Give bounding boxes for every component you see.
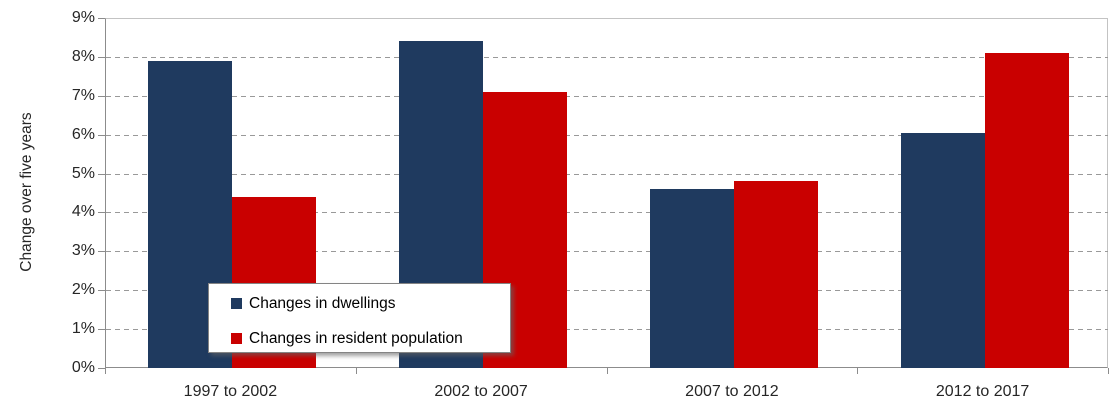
legend-swatch-icon — [231, 298, 242, 309]
plot-area — [105, 18, 1108, 368]
bar-changes-in-dwellings-3 — [900, 132, 985, 368]
y-tick-label: 5% — [71, 164, 95, 182]
y-tick-mark — [98, 212, 105, 214]
y-tick-label: 0% — [71, 359, 95, 376]
legend-label: Changes in resident population — [249, 330, 463, 347]
gridline-8pct — [106, 56, 1108, 58]
y-tick-label: 4% — [71, 203, 95, 221]
y-tick-mark — [98, 173, 105, 175]
y-tick-mark — [98, 368, 105, 369]
legend-swatch-icon — [231, 333, 242, 344]
x-tick-mark — [606, 368, 608, 374]
legend-label: Changes in dwellings — [249, 295, 396, 312]
y-tick-mark — [98, 251, 105, 253]
gridline-3pct — [106, 251, 1108, 253]
gridline-7pct — [106, 95, 1108, 97]
y-tick-label: 8% — [71, 47, 95, 65]
y-axis-title: Change over five years — [18, 112, 35, 272]
y-tick-mark — [98, 95, 105, 97]
legend: Changes in dwellings Changes in resident… — [208, 283, 511, 353]
y-tick-label: 7% — [71, 86, 95, 104]
x-tick-label: 2007 to 2012 — [685, 383, 779, 400]
y-tick-label: 6% — [71, 125, 95, 143]
y-tick-mark — [98, 290, 105, 292]
x-tick-label: 1997 to 2002 — [183, 383, 278, 400]
bar-changes-in-resident-population-2 — [733, 181, 818, 368]
y-tick-mark — [98, 56, 105, 58]
gridline-5pct — [106, 173, 1108, 175]
x-tick-mark — [105, 368, 106, 374]
bar-changes-in-resident-population-3 — [984, 53, 1069, 368]
y-tick-label: 2% — [71, 281, 95, 299]
gridline-6pct — [106, 134, 1108, 136]
x-tick-mark — [355, 368, 357, 374]
y-tick-mark — [98, 18, 105, 19]
y-tick-label: 1% — [71, 320, 95, 338]
legend-item: Changes in resident population — [231, 330, 463, 347]
y-tick-mark — [98, 134, 105, 136]
y-tick-mark — [98, 329, 105, 331]
gridline-4pct — [106, 212, 1108, 214]
bar-changes-in-dwellings-2 — [649, 189, 734, 368]
legend-item: Changes in dwellings — [231, 295, 395, 312]
x-tick-mark — [857, 368, 859, 374]
gridline-2pct — [106, 290, 1108, 292]
y-tick-label: 9% — [71, 9, 95, 26]
x-tick-label: 2012 to 2017 — [935, 383, 1030, 400]
x-tick-mark — [1108, 368, 1109, 374]
y-tick-label: 3% — [71, 242, 95, 260]
gridline-1pct — [106, 329, 1108, 331]
x-tick-label: 2002 to 2007 — [434, 383, 528, 400]
